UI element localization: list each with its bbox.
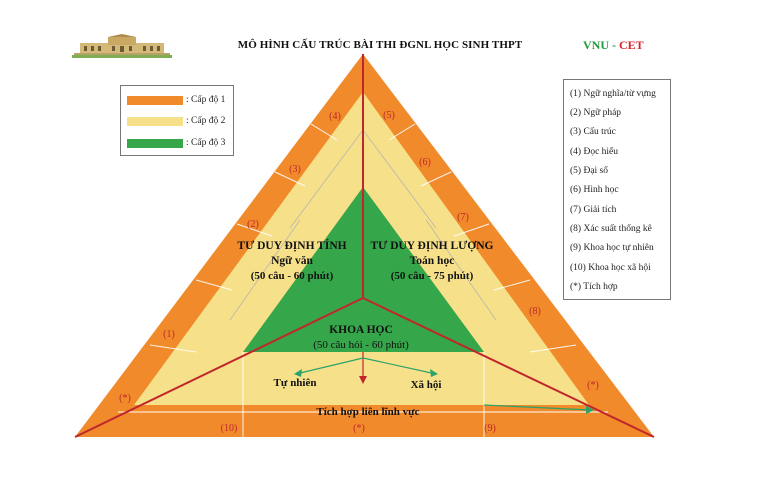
band-dividers xyxy=(149,123,577,437)
right-domain-detail: (50 câu - 75 phút) xyxy=(391,270,474,282)
university-building-logo xyxy=(72,34,172,58)
brand-cet: CET xyxy=(619,38,644,52)
key-item: (6) Hình học xyxy=(570,185,619,195)
axis-lines xyxy=(74,54,655,438)
integration-base-band xyxy=(222,405,506,437)
marker-base-3: (9) xyxy=(484,423,496,434)
legend-item-level-2: : Cấp độ 2 xyxy=(127,115,225,127)
marker-right-5: (*) xyxy=(587,380,599,391)
legend-label: : Cấp độ 3 xyxy=(186,138,226,148)
marker-left-4: (3) xyxy=(289,164,301,175)
key-item: (7) Giải tích xyxy=(570,205,617,215)
right-domain-subject: Toán học xyxy=(410,255,455,267)
key-item: (4) Đọc hiểu xyxy=(570,147,619,157)
brand-vnu: VNU - xyxy=(583,38,619,52)
key-item: (8) Xác suất thống kê xyxy=(570,224,652,234)
legend-label: : Cấp độ 2 xyxy=(186,116,226,126)
marker-left-1: (*) xyxy=(119,393,131,404)
branch-natural-label: Tự nhiên xyxy=(274,377,317,389)
arrowhead-right xyxy=(430,369,438,377)
level-2-grid xyxy=(229,129,497,321)
down-arrowhead xyxy=(359,376,367,384)
marker-left-3: (2) xyxy=(247,219,259,230)
marker-base-1: (10) xyxy=(221,423,238,434)
key-item: (2) Ngữ pháp xyxy=(570,108,622,118)
branch-arrows xyxy=(295,357,591,411)
key-item: (9) Khoa học tự nhiên xyxy=(570,243,654,253)
marker-base-2: (*) xyxy=(353,423,365,434)
marker-right-1: (5) xyxy=(383,110,395,121)
legend-label: : Cấp độ 1 xyxy=(186,95,226,105)
page-title: MÔ HÌNH CẤU TRÚC BÀI THI ĐGNL HỌC SINH T… xyxy=(237,39,523,51)
science-domain-title: KHOA HỌC xyxy=(329,324,393,336)
arrowhead-left xyxy=(294,369,302,377)
key-item: (10) Khoa học xã hội xyxy=(570,263,651,273)
key-item: (3) Cấu trúc xyxy=(570,127,616,137)
level-legend: : Cấp độ 1 : Cấp độ 2 : Cấp độ 3 xyxy=(120,85,234,156)
base-band-label: Tích hợp liên lĩnh vực xyxy=(316,406,419,418)
left-domain-detail: (50 câu - 60 phút) xyxy=(251,270,334,282)
marker-left-5: (4) xyxy=(329,111,341,122)
marker-right-2: (6) xyxy=(419,157,431,168)
legend-item-level-3: : Cấp độ 3 xyxy=(127,137,225,149)
marker-key-list: (1) Ngữ nghĩa/từ vựng (2) Ngữ pháp (3) C… xyxy=(563,79,671,300)
marker-right-4: (8) xyxy=(529,306,541,317)
legend-item-level-1: : Cấp độ 1 xyxy=(127,94,225,106)
key-item: (*) Tích hợp xyxy=(570,282,618,292)
arrowhead-base xyxy=(586,406,594,414)
legend-swatch xyxy=(127,116,183,126)
marker-right-3: (7) xyxy=(457,212,469,223)
left-domain-subject: Ngữ văn xyxy=(271,255,313,267)
left-domain-title: TƯ DUY ĐỊNH TÍNH xyxy=(237,238,346,252)
key-item: (1) Ngữ nghĩa/từ vựng xyxy=(570,89,656,99)
key-item: (5) Đại số xyxy=(570,166,608,176)
branch-social-label: Xã hội xyxy=(411,379,442,391)
legend-swatch xyxy=(127,95,183,105)
science-domain-detail: (50 câu hỏi - 60 phút) xyxy=(313,339,409,351)
brand-mark: VNU - CET xyxy=(583,38,644,53)
legend-swatch xyxy=(127,138,183,148)
right-domain-title: TƯ DUY ĐỊNH LƯỢNG xyxy=(371,239,494,252)
marker-left-2: (1) xyxy=(163,329,175,340)
